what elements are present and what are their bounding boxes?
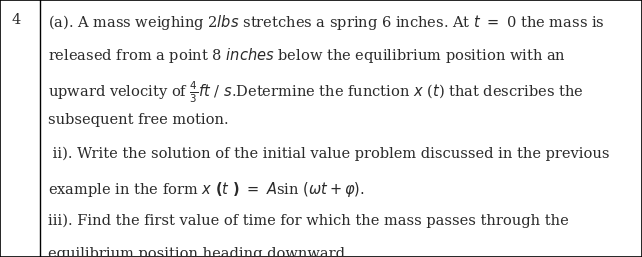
Text: iii). Find the first value of time for which the mass passes through the: iii). Find the first value of time for w… — [48, 213, 569, 228]
Text: (a). A mass weighing 2$\it{lbs}$ stretches a spring 6 inches. At $\it{t}$ $=$ 0 : (a). A mass weighing 2$\it{lbs}$ stretch… — [48, 13, 605, 32]
Text: released from a point 8 $\it{inches}$ below the equilibrium position with an: released from a point 8 $\it{inches}$ be… — [48, 46, 566, 65]
Text: example in the form $\it{x}$ $\boldsymbol{(}$$\it{t}$ $\boldsymbol{)}$ $=$ $A$si: example in the form $\it{x}$ $\boldsymbo… — [48, 180, 365, 199]
Text: subsequent free motion.: subsequent free motion. — [48, 113, 229, 127]
Text: 4: 4 — [12, 13, 21, 27]
Text: ii). Write the solution of the initial value problem discussed in the previous: ii). Write the solution of the initial v… — [48, 146, 610, 161]
Text: equilibrium position heading downward.: equilibrium position heading downward. — [48, 247, 350, 257]
Text: upward velocity of $\frac{4}{3}$$\it{ft}$ / $s$.Determine the function $\it{x}$ : upward velocity of $\frac{4}{3}$$\it{ft}… — [48, 80, 584, 105]
